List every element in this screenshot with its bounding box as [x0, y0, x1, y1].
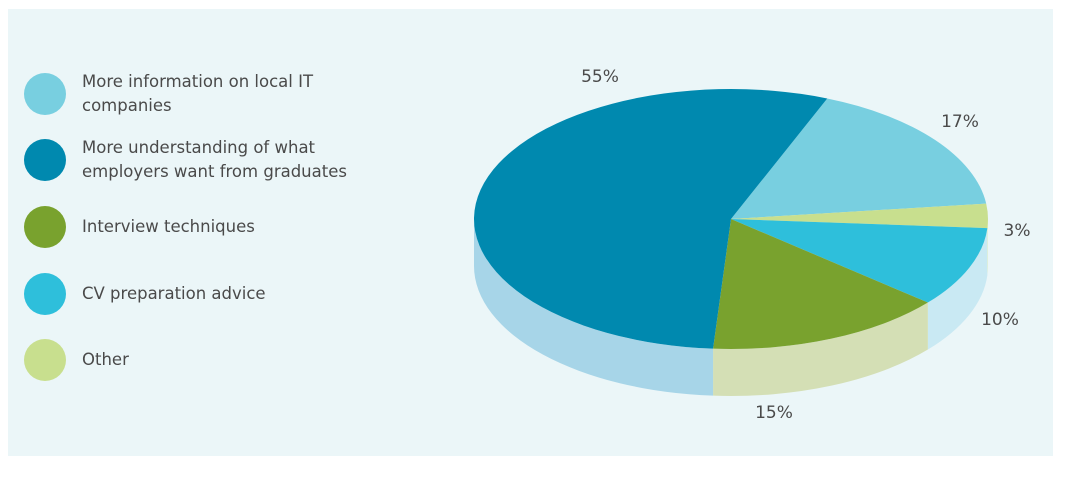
- pie-side-15pct: [713, 302, 928, 396]
- legend-label: CV preparation advice: [82, 284, 266, 303]
- legend-label: More understanding of what employers wan…: [82, 138, 347, 181]
- pie-side-3pct: [987, 219, 988, 276]
- pie-label-10pct: 10%: [981, 310, 1019, 330]
- pie-sides: [474, 219, 988, 396]
- pie-label-17pct: 17%: [941, 112, 979, 132]
- pie-slice-3pct: [731, 203, 988, 229]
- legend-swatch: [24, 139, 66, 181]
- legend-swatch: [24, 273, 66, 315]
- pie-side-10pct: [927, 228, 988, 350]
- legend-label: Interview techniques: [82, 217, 255, 236]
- legend-label: More information on local IT companies: [82, 72, 314, 115]
- pie-label-15pct: 15%: [755, 403, 793, 423]
- pie-chart: 17% 3% 10% 15% 55%: [473, 67, 1030, 423]
- pie-side-55pct: [474, 219, 714, 396]
- pie-slice-10pct: [731, 219, 988, 303]
- pie-slices: [473, 88, 988, 349]
- legend-swatch: [24, 73, 66, 115]
- pie-label-55pct: 55%: [581, 67, 619, 87]
- pie-label-3pct: 3%: [1004, 221, 1031, 241]
- pie-slice-15pct: [713, 219, 928, 349]
- legend-label: Other: [82, 350, 129, 369]
- pie-slice-55pct: [473, 88, 828, 349]
- legend-swatch: [24, 339, 66, 381]
- pie-slice-17pct: [731, 98, 987, 219]
- pie-labels: 17% 3% 10% 15% 55%: [581, 67, 1030, 423]
- legend-swatch: [24, 206, 66, 248]
- chart-panel: More information on local IT companies M…: [8, 9, 1053, 456]
